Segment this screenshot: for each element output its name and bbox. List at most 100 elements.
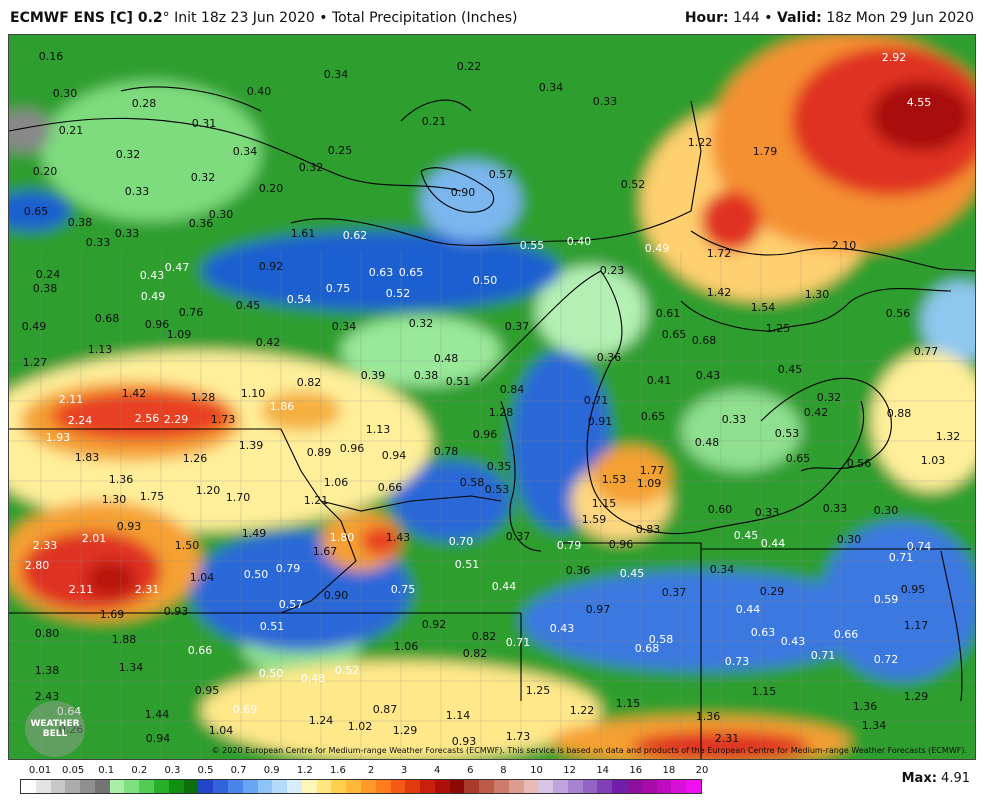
precip-value-label: 1.06 xyxy=(394,640,419,653)
legend-tick: 0.05 xyxy=(61,765,85,776)
precip-value-label: 1.38 xyxy=(35,664,60,677)
valid-value: 18z Mon 29 Jun 2020 xyxy=(826,10,974,26)
precip-value-label: 1.36 xyxy=(853,700,878,713)
precip-value-label: 0.36 xyxy=(189,217,214,230)
precip-value-label: 0.34 xyxy=(233,145,258,158)
precip-value-label: 0.40 xyxy=(247,85,272,98)
precip-value-label: 0.91 xyxy=(588,415,613,428)
precip-value-label: 0.94 xyxy=(146,732,171,745)
precip-value-label: 1.39 xyxy=(239,439,264,452)
legend-swatch xyxy=(272,780,288,793)
precip-value-label: 0.45 xyxy=(734,529,759,542)
legend-swatch xyxy=(434,780,450,793)
precip-value-label: 0.38 xyxy=(414,369,439,382)
precip-value-label: 0.29 xyxy=(760,585,785,598)
precip-value-label: 2.56 xyxy=(135,412,160,425)
precip-value-label: 0.50 xyxy=(244,568,269,581)
precip-value-label: 0.49 xyxy=(645,242,670,255)
precip-value-label: 0.83 xyxy=(636,523,661,536)
precip-value-label: 0.92 xyxy=(422,618,447,631)
precip-value-label: 0.32 xyxy=(817,391,842,404)
legend-swatch xyxy=(198,780,214,793)
legend-tick: 0.2 xyxy=(131,765,148,776)
precip-value-label: 0.68 xyxy=(635,642,660,655)
legend-tick: 10 xyxy=(530,765,543,776)
legend-swatch xyxy=(671,780,687,793)
precip-value-label: 1.22 xyxy=(570,704,595,717)
legend-tick: 3 xyxy=(400,765,408,776)
precip-value-label: 0.42 xyxy=(256,336,281,349)
precip-value-label: 0.58 xyxy=(460,476,485,489)
precip-value-label: 0.45 xyxy=(620,567,645,580)
precip-value-label: 0.34 xyxy=(324,68,349,81)
precipitation-map[interactable]: 0.16 0.30 0.28 0.40 0.34 0.22 0.34 0.33 2.92 4.55… xyxy=(8,34,976,760)
precip-value-label: 0.30 xyxy=(874,504,899,517)
precip-value-label: 0.33 xyxy=(125,185,150,198)
precip-value-label: 1.30 xyxy=(805,288,830,301)
precip-value-label: 1.61 xyxy=(291,227,316,240)
precip-value-label: 1.09 xyxy=(167,328,192,341)
precip-value-label: 0.65 xyxy=(399,266,424,279)
precip-value-label: 1.36 xyxy=(696,710,721,723)
precip-value-label: 0.50 xyxy=(473,274,498,287)
precip-value-label: 1.15 xyxy=(752,685,777,698)
precip-value-label: 0.87 xyxy=(373,703,398,716)
precip-value-label: 0.52 xyxy=(335,664,360,677)
precip-value-label: 0.32 xyxy=(409,317,434,330)
legend-swatch xyxy=(35,780,51,793)
precip-value-label: 0.63 xyxy=(369,266,394,279)
legend-swatch xyxy=(346,780,361,793)
precip-value-label: 1.03 xyxy=(921,454,946,467)
precip-value-label: 2.10 xyxy=(832,239,857,252)
map-canvas: 0.16 0.30 0.28 0.40 0.34 0.22 0.34 0.33 2.92 4.55… xyxy=(9,35,975,759)
precip-value-label: 0.22 xyxy=(457,60,482,73)
legend-tick: 20 xyxy=(695,765,709,776)
legend-tick-labels: 0.01 0.05 0.1 0.2 0.3 0.5 0.7 0.9 1.2 1.6 2 3 4 6 8 10 1… xyxy=(20,764,720,778)
precip-value-label: 0.74 xyxy=(907,540,932,553)
precip-value-label: 0.88 xyxy=(887,407,912,420)
legend-swatch xyxy=(553,780,568,793)
precip-value-label: 0.84 xyxy=(500,383,525,396)
precip-value-label: 1.73 xyxy=(211,413,236,426)
max-value: 4.91 xyxy=(941,771,970,786)
precip-value-label: 0.43 xyxy=(781,635,806,648)
precip-value-label: 1.13 xyxy=(88,343,113,356)
legend-swatch xyxy=(523,780,539,793)
precip-value-label: 0.82 xyxy=(297,376,322,389)
precip-value-label: 0.93 xyxy=(452,735,477,748)
precip-value-label: 0.30 xyxy=(837,533,862,546)
precip-value-label: 0.52 xyxy=(386,287,411,300)
legend-swatch xyxy=(508,780,524,793)
precip-value-label: 0.21 xyxy=(422,115,447,128)
precip-value-label: 1.34 xyxy=(862,719,887,732)
precip-value-label: 0.96 xyxy=(145,318,170,331)
precip-value-label: 1.25 xyxy=(526,684,551,697)
precip-value-label: 0.38 xyxy=(68,216,93,229)
precip-value-label: 0.71 xyxy=(584,394,609,407)
precip-value-label: 0.68 xyxy=(95,312,120,325)
precip-value-label: 0.23 xyxy=(600,264,625,277)
valid-time-info: Hour: 144 • Valid: 18z Mon 29 Jun 2020 xyxy=(685,10,974,26)
precip-value-label: 1.27 xyxy=(23,356,48,369)
precip-value-label: 0.50 xyxy=(259,667,284,680)
precip-value-label: 0.61 xyxy=(656,307,681,320)
precip-value-label: 0.32 xyxy=(116,148,141,161)
legend-swatch xyxy=(154,780,169,793)
precip-value-label: 0.47 xyxy=(165,261,190,274)
precip-value-label: 0.66 xyxy=(378,481,403,494)
precip-value-label: 0.33 xyxy=(823,502,848,515)
precip-value-label: 0.37 xyxy=(506,530,531,543)
precip-value-label: 0.73 xyxy=(725,655,750,668)
precip-value-label: 1.49 xyxy=(242,527,267,540)
precip-value-label: 0.20 xyxy=(259,182,284,195)
precip-value-label: 1.15 xyxy=(616,697,641,710)
precip-value-label: 1.44 xyxy=(145,708,170,721)
legend-tick: 0.7 xyxy=(230,765,247,776)
precip-value-label: 0.52 xyxy=(621,178,646,191)
precip-value-label: 0.24 xyxy=(36,268,61,281)
precip-value-label: 0.39 xyxy=(361,369,386,382)
precip-value-label: 0.45 xyxy=(236,299,261,312)
boundaries xyxy=(9,86,975,759)
legend-swatch xyxy=(390,780,406,793)
precip-value-label: 1.43 xyxy=(386,531,411,544)
